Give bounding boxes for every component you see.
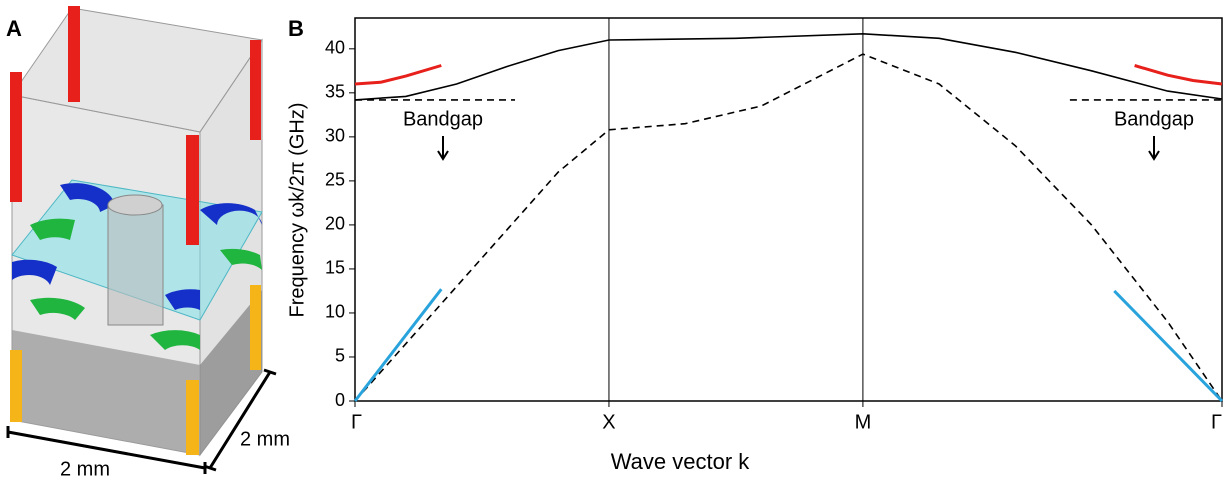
band-line bbox=[353, 288, 443, 402]
red-post bbox=[10, 72, 22, 202]
y-tick-label: 20 bbox=[325, 214, 345, 234]
y-tick-label: 5 bbox=[335, 346, 345, 366]
blue-arc bbox=[165, 289, 200, 310]
dim-label: 2 mm bbox=[60, 458, 110, 480]
band-line bbox=[1113, 289, 1224, 403]
x-tick-label: M bbox=[855, 411, 872, 433]
blue-arc bbox=[12, 259, 57, 285]
x-tick-label: X bbox=[602, 411, 615, 433]
y-tick-label: 35 bbox=[325, 82, 345, 102]
panel-label: B bbox=[288, 16, 304, 41]
y-axis-label: Frequency ωk/2π (GHz) bbox=[286, 102, 308, 317]
plot-frame bbox=[354, 17, 1223, 402]
y-tick-label: 0 bbox=[335, 390, 345, 410]
green-arc bbox=[220, 248, 262, 270]
base-side bbox=[200, 290, 262, 455]
x-axis-label: Wave vector k bbox=[611, 449, 751, 474]
red-post bbox=[68, 6, 80, 102]
green-arc bbox=[30, 297, 85, 320]
cylinder bbox=[107, 204, 164, 326]
base-front bbox=[12, 330, 200, 455]
y-tick-label: 15 bbox=[325, 258, 345, 278]
green-arc bbox=[150, 330, 200, 350]
band-line bbox=[354, 53, 1223, 402]
red-post bbox=[250, 40, 261, 140]
y-tick-label: 10 bbox=[325, 302, 345, 322]
dim-label: 2 mm bbox=[240, 428, 290, 450]
band-line bbox=[354, 64, 442, 86]
green-arc bbox=[30, 218, 75, 240]
annotation: Bandgap bbox=[1114, 108, 1194, 130]
panel-label: A bbox=[6, 16, 22, 41]
annotation-arrow bbox=[1148, 136, 1160, 161]
yellow-post bbox=[186, 380, 199, 455]
x-tick-label: Γ bbox=[351, 411, 362, 433]
dim-line bbox=[6, 426, 207, 474]
band-line bbox=[354, 32, 1223, 101]
band-line bbox=[1134, 64, 1223, 86]
x-tick-label: Γ bbox=[1211, 411, 1222, 433]
yellow-post bbox=[10, 350, 22, 422]
blue-arc bbox=[200, 203, 262, 225]
y-tick-label: 25 bbox=[325, 170, 345, 190]
panel-a: A 2 mm 2 mm bbox=[6, 6, 290, 480]
dim-line bbox=[203, 368, 277, 472]
panel-b: B Wave vector k Frequency ωk/2π (GHz) 0 5… bbox=[286, 16, 1224, 474]
blue-arc bbox=[60, 183, 115, 212]
y-tick-label: 30 bbox=[325, 126, 345, 146]
red-post bbox=[186, 135, 199, 245]
annotation-arrow bbox=[437, 136, 449, 161]
y-tick-label: 40 bbox=[325, 38, 345, 58]
yellow-post bbox=[250, 285, 261, 370]
annotation: Bandgap bbox=[403, 108, 483, 130]
cylinder-top bbox=[107, 194, 163, 216]
